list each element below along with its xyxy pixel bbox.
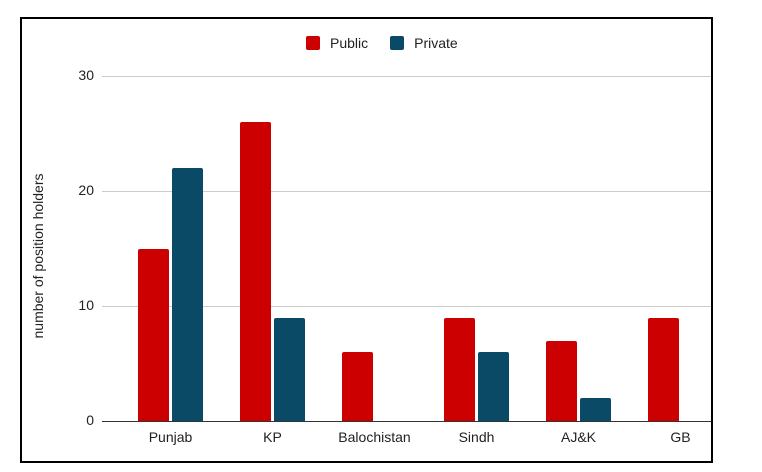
bar-public-sindh [444, 317, 475, 421]
legend-label-public: Public [330, 35, 369, 51]
x-tick-label: GB [670, 429, 691, 445]
bar-public-kp [240, 122, 271, 421]
y-axis-label: number of position holders [30, 173, 46, 339]
x-tick-label: Sindh [458, 429, 495, 445]
bar-private-punjab [172, 168, 203, 421]
x-tick-label: KP [263, 429, 282, 445]
legend-label-private: Private [414, 35, 458, 51]
x-tick-label: Balochistan [338, 429, 411, 445]
y-tick-label: 20 [78, 182, 94, 198]
legend-item-private: Private [390, 35, 458, 51]
legend-swatch-public [306, 36, 320, 50]
bar-public-punjab [138, 248, 169, 421]
gridline [102, 76, 711, 77]
gridline [102, 191, 711, 192]
bar-public-balochistan [342, 352, 373, 421]
y-tick-label: 30 [78, 67, 94, 83]
bar-private-ajk [580, 398, 611, 421]
bar-private-kp [274, 317, 305, 421]
bar-private-sindh [478, 352, 509, 421]
bar-public-gb [648, 317, 679, 421]
legend-swatch-private [390, 36, 405, 50]
x-axis-baseline [102, 421, 711, 422]
bar-public-ajk [546, 340, 577, 421]
legend-item-public: Public [306, 35, 368, 51]
x-tick-label: AJ&K [560, 429, 596, 445]
y-tick-label: 10 [78, 297, 94, 313]
legend: Public Private [306, 34, 480, 52]
x-tick-label: Punjab [148, 429, 193, 445]
y-tick-label: 0 [86, 412, 94, 428]
chart-frame [20, 17, 713, 463]
gridline [102, 306, 711, 307]
